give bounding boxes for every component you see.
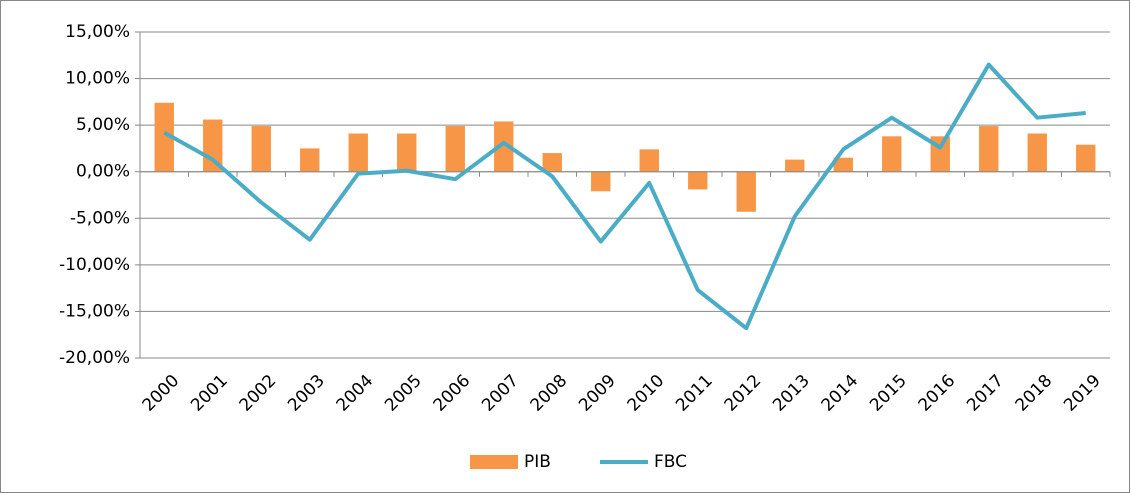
bar [300,148,320,172]
bar [882,136,902,172]
y-tick-label: 0,00% [76,162,130,182]
y-tick-label: 15,00% [65,22,130,42]
bar [688,171,708,190]
bar [736,171,756,212]
bar [397,133,417,172]
bar [591,171,611,192]
y-tick-label: 5,00% [76,115,130,135]
y-tick-label: -5,00% [70,208,130,228]
bar [639,149,659,172]
bar [494,121,514,172]
legend-swatch [470,455,518,469]
bar [1027,133,1047,172]
bar [348,133,368,172]
bar [833,157,853,172]
bar [785,159,805,172]
bar [1076,144,1096,172]
bar [445,126,465,172]
bar [542,153,562,172]
legend-label: FBC [654,452,687,472]
bar [154,102,174,172]
bar [251,126,271,172]
y-tick-label: -10,00% [59,255,130,275]
y-tick-label: -15,00% [59,301,130,321]
legend-label: PIB [524,452,551,472]
y-tick-label: 10,00% [65,69,130,89]
line [163,62,1086,331]
y-tick-label: -20,00% [59,348,130,368]
bar [979,126,999,172]
